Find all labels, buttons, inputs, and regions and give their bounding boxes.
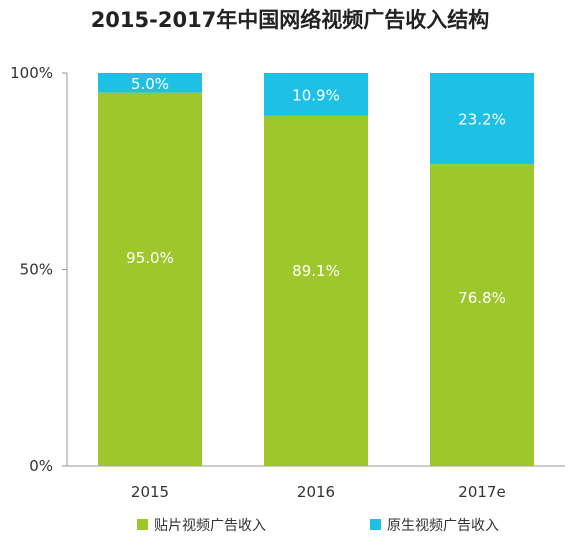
bars: 95.0% 5.0% 2015 89.1% 10.9% 2016 76.8% 23.2% 201… — [98, 73, 534, 501]
data-label: 5.0% — [131, 75, 169, 93]
data-label: 10.9% — [292, 86, 340, 104]
legend-label: 贴片视频广告收入 — [154, 518, 266, 534]
data-label: 23.2% — [458, 111, 506, 129]
bar-segment — [264, 73, 368, 116]
legend-label: 原生视频广告收入 — [387, 518, 499, 534]
x-tick-label: 2015 — [131, 483, 169, 501]
legend: 贴片视频广告收入 原生视频广告收入 — [137, 518, 499, 534]
chart-title: 2015-2017年中国网络视频广告收入结构 — [91, 8, 490, 32]
data-label: 76.8% — [458, 289, 506, 307]
data-label: 95.0% — [126, 249, 174, 267]
y-tick-label: 100% — [10, 64, 53, 82]
legend-swatch — [137, 519, 148, 530]
data-label: 89.1% — [292, 262, 340, 280]
x-tick-label: 2017e — [458, 483, 505, 501]
bar-segment — [430, 73, 534, 165]
bar-segment — [98, 92, 202, 467]
y-tick-label: 50% — [20, 261, 53, 279]
bar-segment — [430, 164, 534, 466]
bar-segment — [98, 73, 202, 93]
legend-swatch — [370, 519, 381, 530]
y-tick-label: 0% — [29, 457, 53, 475]
bar-segment — [264, 115, 368, 466]
x-tick-label: 2016 — [297, 483, 335, 501]
